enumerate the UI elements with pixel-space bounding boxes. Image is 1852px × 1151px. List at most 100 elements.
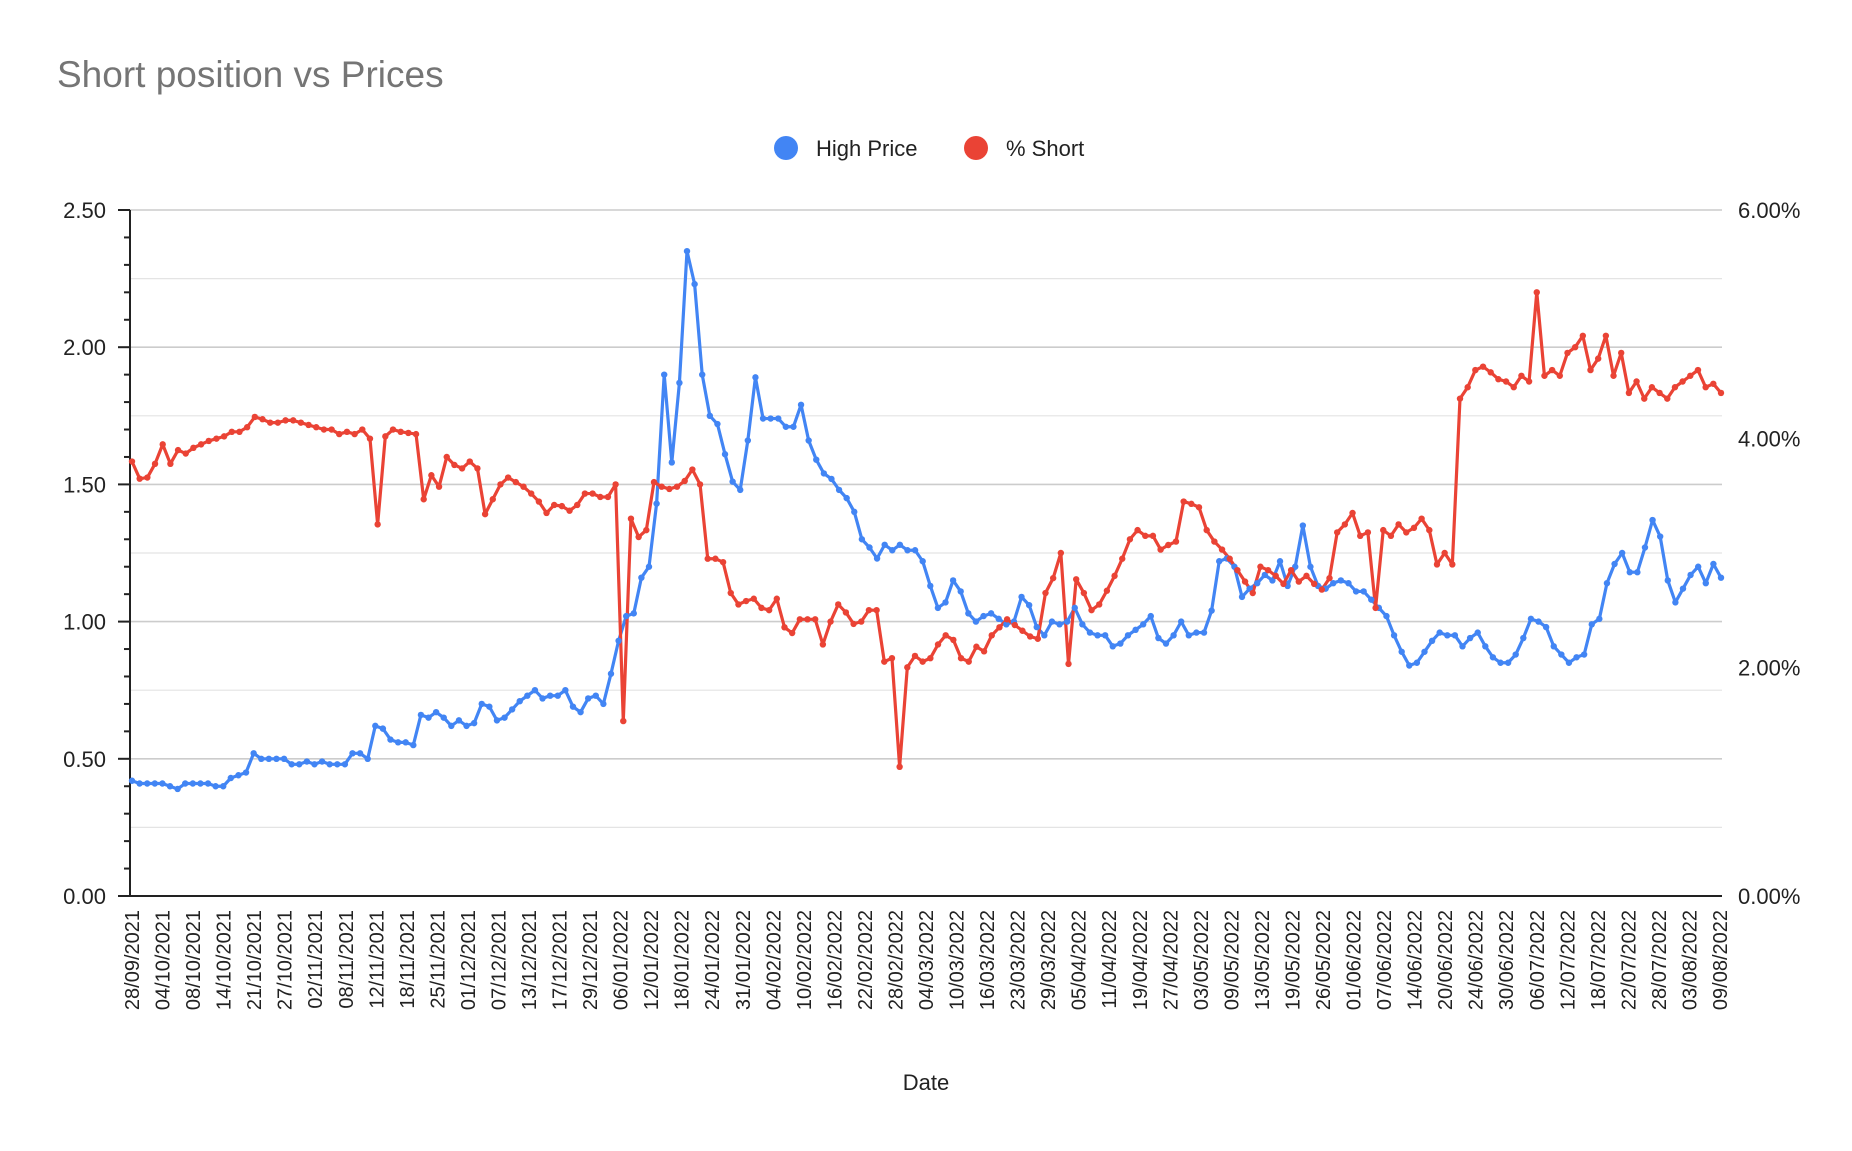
data-point-high-price — [691, 280, 698, 288]
data-point-high-price — [159, 780, 166, 787]
x-axis-tick-label: 14/06/2022 — [1405, 910, 1427, 1010]
data-point-high-price — [584, 695, 592, 702]
data-point-short — [850, 620, 857, 628]
data-point-high-price — [1398, 648, 1405, 655]
data-point-high-price — [425, 714, 432, 721]
data-point-short — [1433, 561, 1441, 568]
x-axis-tick-label: 29/03/2022 — [1038, 910, 1060, 1010]
legend-label-high-price: High Price — [816, 136, 917, 161]
data-point-short — [735, 601, 742, 608]
data-point-short — [1687, 372, 1694, 379]
data-point-high-price — [1550, 643, 1557, 650]
data-point-high-price — [797, 401, 805, 409]
data-point-short — [1049, 574, 1057, 582]
data-point-high-price — [1337, 577, 1345, 584]
data-point-high-price — [668, 459, 675, 466]
data-point-short — [597, 493, 604, 501]
data-point-short — [274, 419, 282, 426]
data-point-short — [451, 461, 458, 469]
data-point-short — [1556, 372, 1564, 379]
data-point-high-price — [1489, 654, 1497, 661]
data-point-high-price — [1132, 626, 1139, 634]
x-axis-tick-label: 12/01/2022 — [641, 910, 663, 1010]
data-point-high-price — [1208, 607, 1215, 614]
data-point-short — [305, 421, 312, 429]
x-axis-tick-label: 03/05/2022 — [1191, 910, 1213, 1010]
data-point-high-price — [1717, 574, 1725, 581]
data-point-short — [213, 435, 220, 442]
data-point-short — [788, 629, 796, 637]
data-point-short — [1625, 389, 1633, 397]
data-point-short — [873, 606, 880, 614]
data-point-high-price — [1565, 659, 1573, 666]
data-point-high-price — [554, 692, 561, 699]
data-point-high-price — [1003, 621, 1010, 628]
x-axis-tick-label: 10/02/2022 — [794, 910, 816, 1010]
x-axis-tick-label: 27/10/2021 — [275, 910, 297, 1010]
data-point-high-price — [493, 717, 501, 724]
data-point-high-price — [622, 612, 630, 620]
data-point-high-price — [1193, 629, 1200, 636]
data-point-high-price — [1101, 632, 1109, 639]
data-point-high-price — [1352, 588, 1360, 595]
data-point-high-price — [151, 780, 159, 787]
data-point-short — [1096, 601, 1103, 608]
data-point-short — [811, 616, 819, 623]
data-point-short — [1318, 586, 1326, 593]
data-point-high-price — [775, 415, 782, 422]
data-point-short — [1180, 498, 1187, 505]
data-point-short — [382, 433, 389, 440]
data-point-high-price — [410, 741, 417, 749]
data-point-short — [205, 437, 212, 445]
data-point-short — [320, 426, 328, 433]
x-axis-tick-label: 13/12/2021 — [519, 910, 541, 1010]
x-axis-tick-label: 18/11/2021 — [397, 910, 419, 1009]
data-point-high-price — [334, 761, 341, 768]
data-point-high-price — [1618, 549, 1626, 557]
data-point-short — [796, 616, 804, 623]
data-point-high-price — [1428, 637, 1436, 645]
data-point-high-price — [1238, 593, 1246, 601]
data-point-high-price — [630, 610, 637, 617]
data-point-short — [934, 641, 942, 648]
data-point-short — [1264, 566, 1272, 574]
data-point-high-price — [615, 637, 622, 645]
data-point-short — [612, 481, 619, 488]
data-point-short — [1057, 549, 1065, 557]
x-axis-tick-label: 03/08/2022 — [1679, 910, 1701, 1010]
data-point-short — [1119, 555, 1126, 562]
data-point-short — [1694, 366, 1702, 374]
data-point-high-price — [1459, 643, 1466, 650]
data-point-short — [297, 419, 305, 426]
data-point-short — [1633, 378, 1640, 385]
data-point-short — [236, 428, 243, 436]
data-point-high-price — [258, 755, 265, 762]
data-point-short — [543, 509, 550, 517]
data-point-short — [1380, 526, 1387, 534]
data-point-short — [1587, 366, 1594, 374]
x-axis-tick-label: 16/03/2022 — [977, 910, 999, 1010]
data-point-high-price — [166, 783, 174, 790]
data-point-high-price — [349, 750, 356, 757]
data-point-high-price — [1588, 621, 1595, 628]
x-axis-tick-label: 06/01/2022 — [611, 910, 633, 1010]
data-point-short — [1234, 566, 1241, 574]
data-point-high-price — [752, 374, 759, 381]
data-point-short — [1310, 580, 1318, 588]
data-point-short — [1372, 604, 1379, 612]
data-point-high-price — [1466, 634, 1474, 642]
data-point-short — [412, 430, 420, 438]
data-point-high-price — [1033, 623, 1040, 631]
data-point-short — [504, 474, 512, 481]
legend-marker-short — [964, 136, 988, 160]
data-point-high-price — [569, 703, 577, 710]
data-point-short — [1303, 572, 1310, 580]
data-point-high-price — [1535, 618, 1542, 625]
data-point-short — [719, 558, 727, 566]
x-axis-tick-label: 26/05/2022 — [1313, 910, 1335, 1010]
x-axis-tick-label: 28/07/2022 — [1649, 910, 1671, 1010]
data-point-high-price — [828, 475, 835, 483]
data-point-high-price — [1299, 522, 1307, 529]
data-point-short — [551, 501, 558, 509]
data-point-short — [696, 481, 704, 488]
